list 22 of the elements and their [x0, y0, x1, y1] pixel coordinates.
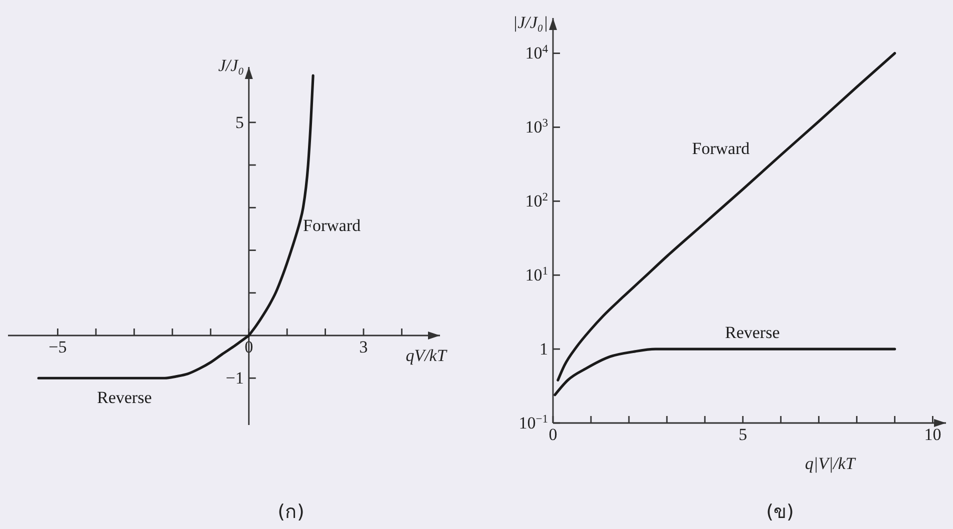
y-tick-label: 10$^{3}$	[525, 116, 548, 137]
x-tick-label: −5	[48, 338, 67, 357]
y-tick-label: 10$^{2}$	[525, 190, 548, 211]
series-label: Reverse	[97, 388, 152, 407]
x-tick-label: 3	[359, 338, 368, 357]
series-label: Reverse	[725, 323, 780, 342]
text: (ข)	[766, 501, 794, 523]
y-tick-label: 10$^{4}$	[525, 42, 548, 63]
x-tick-label: 5	[738, 425, 748, 444]
series-label: Forward	[692, 139, 750, 158]
x-axis-title: qV/kT	[406, 346, 448, 365]
x-tick-label: 0	[548, 425, 558, 444]
x-tick-label: 10	[924, 425, 942, 444]
y-axis-title: |J/J₀|	[512, 13, 548, 32]
y-tick-label: 1	[540, 339, 548, 358]
y-tick-label: 10$^{1}$	[525, 264, 548, 285]
y-axis-title: J/J₀	[218, 56, 244, 75]
series-label: Forward	[303, 216, 362, 235]
y-tick-label: 10$^{−1}$	[518, 412, 548, 432]
y-tick-label: −1	[226, 368, 244, 388]
x-axis-title: q|V|/kT	[805, 454, 857, 473]
text: (ก)	[278, 501, 304, 523]
